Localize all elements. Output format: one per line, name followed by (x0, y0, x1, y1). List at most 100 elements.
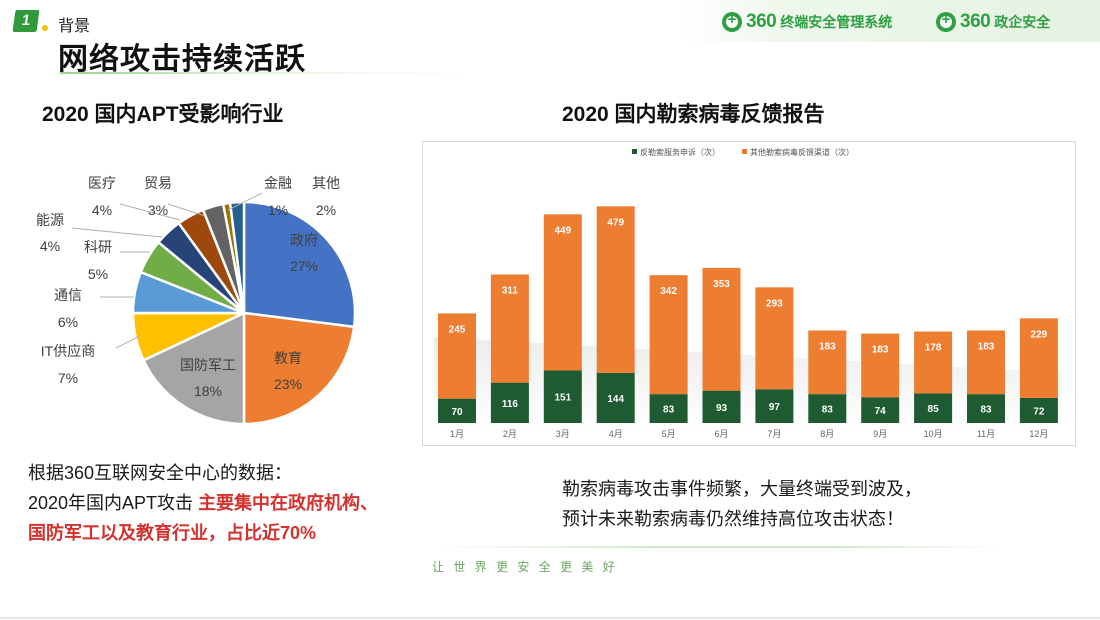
pie-value-label: 6% (58, 314, 78, 330)
bar-segment (596, 372, 635, 423)
logo-number: 360 (960, 11, 991, 32)
bar-segment (808, 330, 847, 395)
x-tick-label: 1月 (450, 429, 464, 439)
pie-slice (242, 311, 356, 426)
bar-data-label: 183 (978, 341, 995, 352)
pie-chart-title: 2020 国内APT受影响行业 (42, 103, 284, 126)
x-tick-label: 5月 (662, 429, 676, 439)
bar-segment (543, 370, 582, 423)
bar-segment (1019, 397, 1058, 423)
pie-value-label: 5% (88, 266, 108, 282)
bar-data-label: 85 (928, 404, 940, 415)
pie-value-label: 3% (148, 202, 168, 218)
bar-data-label: 83 (822, 405, 834, 416)
bar-data-label: 70 (451, 407, 463, 418)
apt-summary-text: 根据360互联网安全中心的数据： 2020年国内APT攻击 主要集中在政府机构、… (28, 458, 378, 548)
bar-segment (490, 274, 529, 383)
x-tick-label: 8月 (820, 429, 834, 439)
pie-chart: 政府 27% 教育 23% 国防军工 18% IT供应商 7% 通信 6% 科研 5% 能源 4% 医疗 4%… (36, 175, 357, 426)
bar-segment (702, 267, 741, 391)
legend-label: 反勒索服务申诉（次） (640, 147, 720, 157)
note-line: 预计未来勒索病毒仍然维持高位攻击状态！ (562, 509, 904, 529)
pie-value-label: 4% (40, 238, 60, 254)
bar-segment (861, 333, 900, 398)
pie-leader-line (167, 203, 206, 217)
slogan: 让 世 界 更 安 全 更 美 好 (432, 560, 618, 574)
legend-label: 其他勒索病毒反馈渠道（次） (750, 147, 854, 157)
bar-chart-title: 2020 国内勒索病毒反馈报告 (562, 103, 825, 126)
pie-leader-line (71, 227, 163, 238)
bar-data-label: 183 (819, 341, 836, 352)
bar-segment (543, 214, 582, 371)
bar-data-label: 72 (1033, 406, 1045, 417)
note-line: 勒索病毒攻击事件频繁，大量终端受到波及， (562, 479, 922, 499)
note-line: 根据360互联网安全中心的数据： (28, 463, 293, 483)
x-tick-label: 3月 (556, 429, 570, 439)
bar-segment (702, 390, 741, 423)
x-tick-label: 6月 (714, 429, 728, 439)
x-tick-label: 7月 (767, 429, 781, 439)
bar-segment (914, 331, 953, 394)
bar-data-label: 245 (449, 324, 466, 335)
bar-data-label: 178 (925, 343, 942, 354)
bar-segment (967, 330, 1005, 395)
pie-category-label: 教育 (274, 350, 302, 366)
bar-segment (596, 206, 635, 373)
section-number-badge: 1 (12, 10, 40, 32)
bar-segment (755, 287, 794, 390)
x-tick-label: 10月 (924, 429, 943, 439)
bar-data-label: 116 (502, 399, 519, 410)
logo-text: 政企安全 (994, 14, 1051, 30)
bar-data-label: 311 (502, 285, 519, 296)
note-highlight: 主要集中在政府机构、 (198, 493, 379, 513)
logo-360-endpoint: 360 终端安全管理系统 (722, 11, 892, 33)
bar-segment (1019, 318, 1058, 398)
bar-data-label: 479 (607, 217, 624, 228)
pie-category-label: 贸易 (144, 175, 172, 191)
pie-leader-line (119, 203, 181, 221)
x-tick-label: 2月 (503, 429, 517, 439)
bar-segment (914, 393, 953, 423)
bar-data-label: 83 (663, 405, 675, 416)
pie-category-label: IT供应商 (41, 343, 95, 359)
bar-segment (438, 313, 476, 399)
bar-data-label: 353 (713, 279, 730, 290)
legend-swatch (632, 149, 637, 154)
360-logo-icon (722, 11, 742, 32)
note-line: 2020年国内APT攻击 主要集中在政府机构、 (28, 488, 378, 518)
logo-360-enterprise: 360 政企安全 (936, 11, 1050, 33)
pie-value-label: 4% (92, 202, 112, 218)
pie-value-label: 18% (194, 383, 222, 399)
bar-segment (808, 394, 847, 423)
pie-value-label: 1% (268, 202, 288, 218)
ransomware-summary-text: 勒索病毒攻击事件频繁，大量终端受到波及， 预计未来勒索病毒仍然维持高位攻击状态！ (562, 474, 922, 534)
bar-data-label: 183 (872, 345, 889, 356)
pie-category-label: 能源 (36, 212, 64, 228)
bar-data-label: 449 (554, 225, 571, 236)
pie-category-label: 政府 (290, 232, 318, 248)
chart-floor (434, 337, 1062, 428)
page-title: 网络攻击持续活跃 (58, 43, 306, 76)
360-logo-icon (936, 11, 956, 32)
brand-banner (680, 0, 1100, 42)
pie-category-label: 金融 (264, 175, 292, 191)
bar-data-label: 74 (875, 406, 887, 417)
pie-category-label: 通信 (54, 287, 82, 303)
pie-value-label: 23% (274, 376, 302, 392)
bar-segment (649, 394, 688, 423)
note-plain: 2020年国内APT攻击 (28, 493, 199, 513)
x-tick-label: 4月 (609, 429, 623, 439)
bottom-rule (0, 617, 1100, 619)
stacked-bar-chart: 反勒索服务申诉（次） 其他勒索病毒反馈渠道（次） 70 245 1月 116 311 2月 15… (434, 147, 1062, 439)
pie-value-label: 27% (290, 258, 318, 274)
pie-category-label: 其他 (312, 175, 340, 191)
pie-category-label: 医疗 (88, 175, 116, 191)
pie-value-label: 2% (316, 202, 336, 218)
bar-data-label: 342 (660, 286, 677, 297)
bar-data-label: 229 (1031, 329, 1048, 340)
bar-segment (861, 397, 900, 423)
x-tick-label: 12月 (1029, 429, 1048, 439)
logo-text: 终端安全管理系统 (780, 14, 893, 30)
pie-slice (242, 200, 357, 329)
pie-slice (141, 311, 246, 426)
